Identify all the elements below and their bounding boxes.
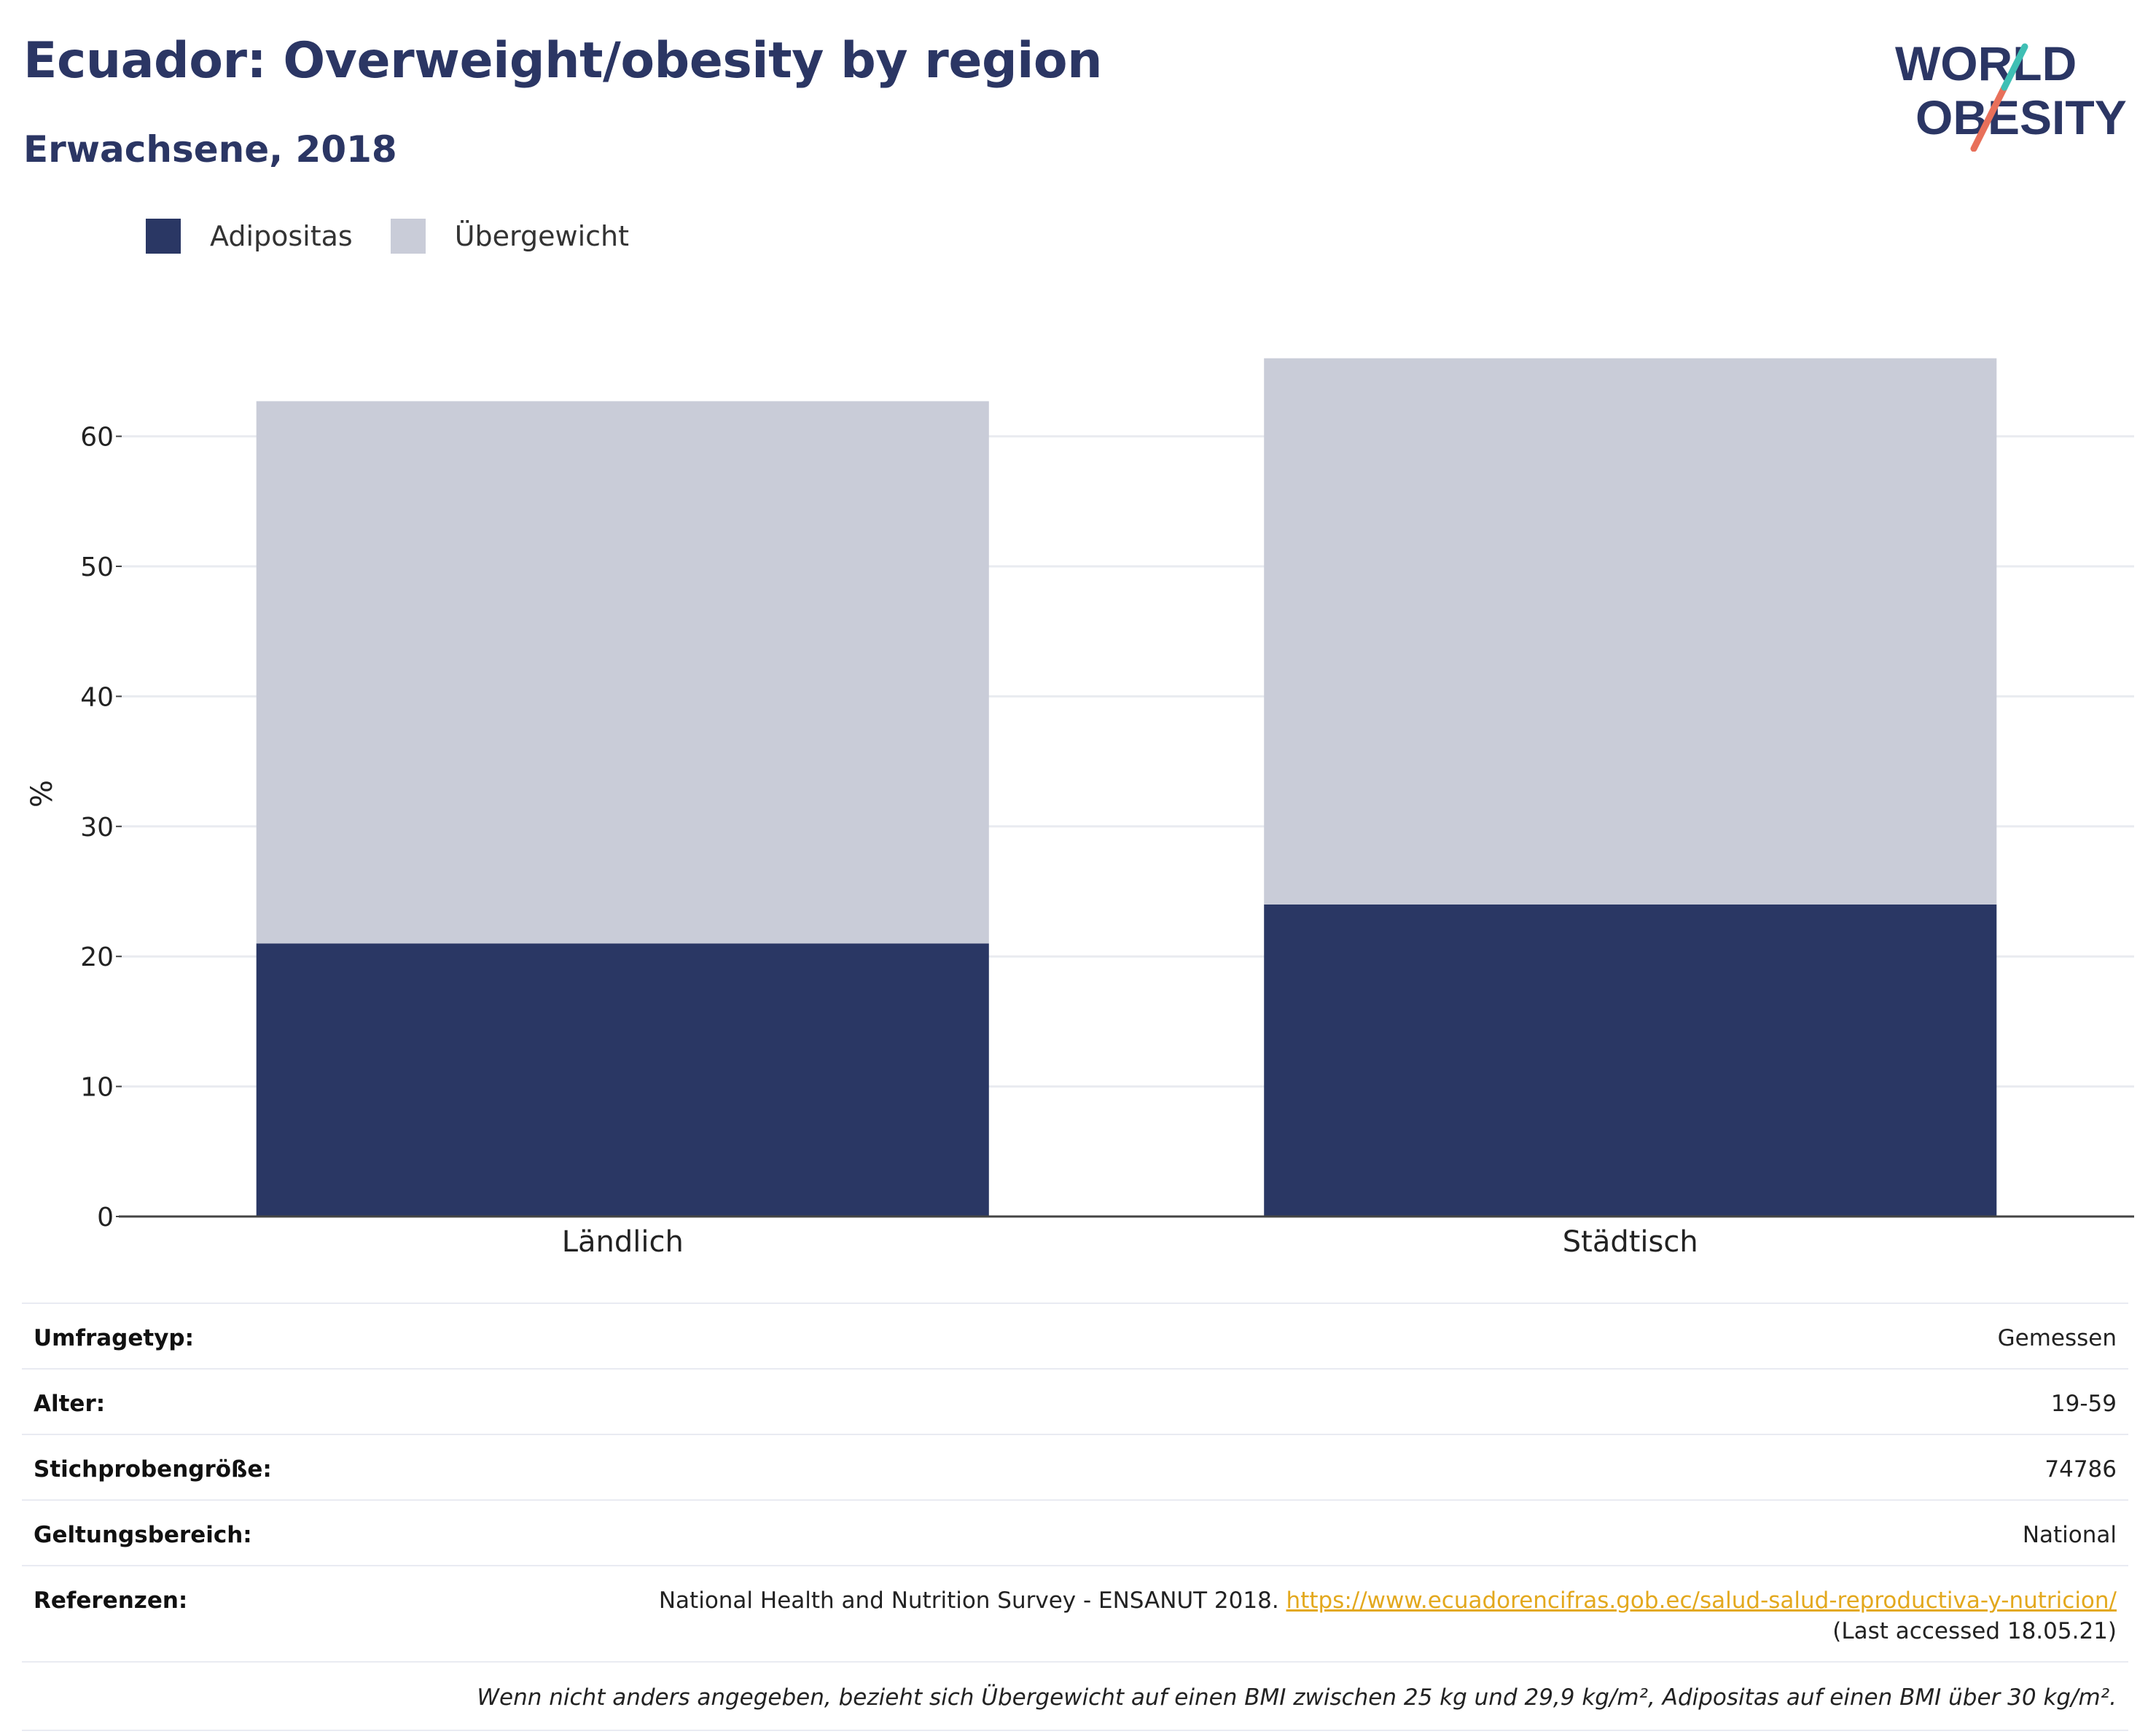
logo-slash-red [1970, 84, 2008, 152]
logo-slash-teal [2001, 43, 2028, 91]
legend: Adipositas Übergewicht [146, 217, 667, 255]
legend-item-overweight[interactable]: Übergewicht [390, 219, 629, 254]
info-row-1: Alter: 19-59 [22, 1368, 2128, 1434]
info-row-3-label: Geltungsbereich: [34, 1522, 252, 1548]
info-value: National [2022, 1522, 2117, 1548]
x-tick-label: Ländlich [562, 1225, 684, 1259]
info-row-3: Geltungsbereich: National [22, 1499, 2128, 1565]
bar-chart: 0 10 20 30 40 50 60% Ländlich Städtisch [26, 358, 2134, 1259]
bar-overweight-0[interactable] [256, 401, 989, 944]
info-row-references: Referenzen: National Health and Nutrition… [22, 1565, 2128, 1661]
world-obesity-logo: WORLD OBESITY [1895, 36, 2127, 152]
info-row-0: Umfragetyp: Gemessen [22, 1303, 2128, 1368]
definition-note: Wenn nicht anders angegeben, bezieht sic… [22, 1661, 2128, 1731]
bar-obesity-0[interactable] [256, 943, 989, 1216]
references-value: National Health and Nutrition Survey - E… [659, 1585, 2117, 1647]
y-tick-label: 0 [97, 1203, 114, 1233]
chart-subtitle: Erwachsene, 2018 [23, 128, 397, 171]
info-value: 19-59 [2050, 1391, 2117, 1417]
info-value: 74786 [2044, 1456, 2117, 1483]
legend-label-overweight: Übergewicht [454, 220, 629, 252]
y-tick-label: 50 [80, 552, 114, 582]
y-axis-label: % [26, 780, 59, 808]
y-tick-label: 60 [80, 423, 114, 453]
info-row-2: Stichprobengröße: 74786 [22, 1434, 2128, 1499]
info-table: Umfragetyp: Gemessen Alter: 19-59 Stichprobe… [22, 1303, 2128, 1731]
y-tick-label: 40 [80, 682, 114, 712]
logo-line2: OBESITY [1915, 90, 2127, 144]
info-row-1-label: Alter: [34, 1391, 106, 1417]
legend-label-obesity: Adipositas [210, 220, 353, 252]
references-link[interactable]: https://www.ecuadorencifras.gob.ec/salud… [1286, 1587, 2117, 1614]
y-tick-label: 30 [80, 813, 114, 843]
legend-swatch-overweight [390, 219, 426, 254]
legend-swatch-obesity [146, 219, 181, 254]
bar-obesity-1[interactable] [1264, 904, 1997, 1216]
info-row-2-label: Stichprobengröße: [34, 1456, 272, 1483]
y-tick-label: 20 [80, 942, 114, 972]
bar-overweight-1[interactable] [1264, 358, 1997, 905]
logo-line1: WORLD [1895, 36, 2077, 90]
info-value: Gemessen [1997, 1325, 2117, 1351]
info-row-references-label: Referenzen: [34, 1587, 188, 1614]
y-tick-label: 10 [80, 1073, 114, 1103]
legend-item-obesity[interactable]: Adipositas [146, 219, 353, 254]
info-row-0-label: Umfragetyp: [34, 1325, 194, 1351]
references-text: National Health and Nutrition Survey - E… [658, 1587, 1286, 1614]
x-tick-label: Städtisch [1563, 1225, 1698, 1259]
chart-title: Ecuador: Overweight/obesity by region [23, 32, 1103, 90]
references-accessed: (Last accessed 18.05.21) [1832, 1618, 2117, 1644]
